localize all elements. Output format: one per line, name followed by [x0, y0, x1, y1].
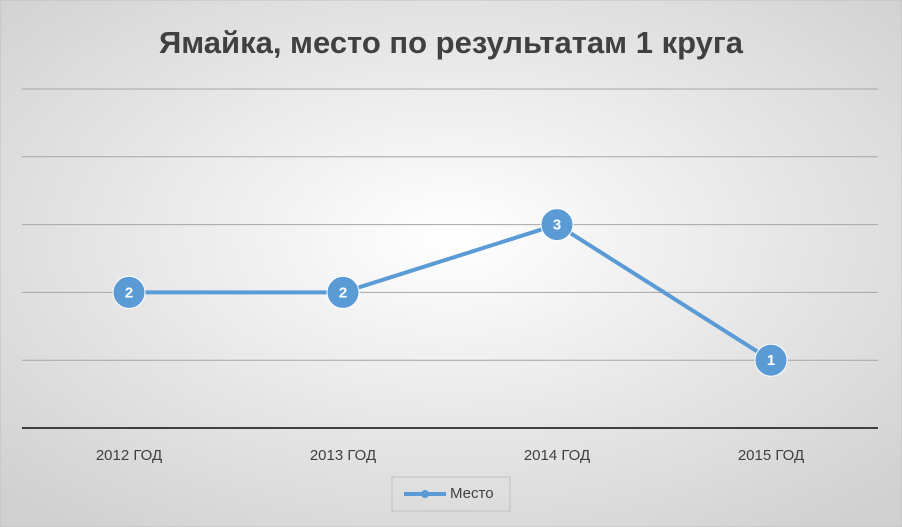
legend: Место: [391, 476, 511, 512]
marker: [112, 275, 146, 309]
line: [129, 222, 773, 362]
data-label: 2: [125, 284, 133, 301]
legend-label: Место: [450, 485, 494, 502]
marker: [754, 343, 788, 377]
data-label: 3: [553, 217, 561, 234]
legend-box: [391, 476, 511, 512]
data-label: 1: [767, 352, 775, 369]
data-label: 2: [339, 284, 347, 301]
x-tick-label: 2012 ГОД: [96, 447, 162, 464]
chart-title: Ямайка, место по результатам 1 круга: [159, 25, 744, 60]
x-tick-label: 2015 ГОД: [738, 447, 804, 464]
x-tick-label: 2014 ГОД: [524, 447, 590, 464]
marker: [326, 275, 360, 309]
x-tick-label: 2013 ГОД: [310, 447, 376, 464]
marker: [540, 208, 574, 242]
legend-marker: [421, 490, 429, 498]
